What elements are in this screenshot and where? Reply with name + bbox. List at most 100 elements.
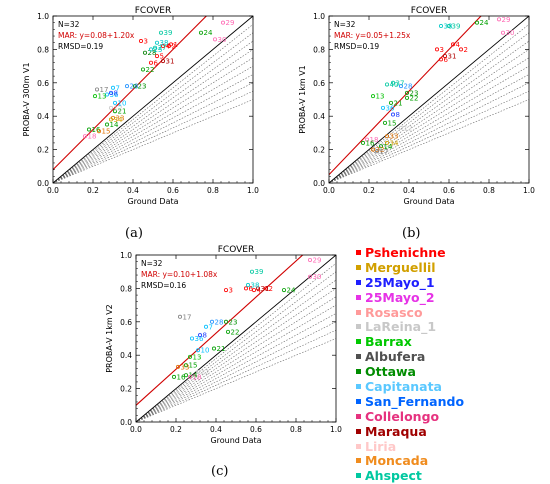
legend-item: Pshenichne xyxy=(356,245,546,261)
data-point-label: 17 xyxy=(183,313,192,321)
y-tick-label: 0.0 xyxy=(37,179,49,188)
data-point-label: 6 xyxy=(154,59,159,67)
data-point-label: 6 xyxy=(444,56,449,64)
data-point-label: 30 xyxy=(218,36,227,44)
data-point-label: 2 xyxy=(269,285,273,293)
data-point xyxy=(496,17,501,22)
x-tick-label: 0.0 xyxy=(130,425,142,434)
data-point xyxy=(198,333,203,338)
data-point xyxy=(152,45,157,50)
data-point-label: 24 xyxy=(204,29,213,37)
guide-line xyxy=(329,82,529,183)
y-tick-label: 0.2 xyxy=(313,146,325,155)
data-point xyxy=(243,286,248,291)
scatter-panel-c: 3 4 2 31 6 39 38 29 30 24 17 23 22 28 7 36 8 21 10 13 15 12 33… xyxy=(86,243,348,457)
data-point xyxy=(263,286,268,291)
data-point-label: 18 xyxy=(88,133,97,141)
data-point-label: 8 xyxy=(396,111,400,119)
y-tick-label: 0.4 xyxy=(120,351,132,360)
legend-swatch xyxy=(356,413,361,419)
legend-item: Capitanata xyxy=(356,379,546,395)
data-point xyxy=(138,39,143,44)
data-point-label: 24 xyxy=(480,19,489,27)
data-point xyxy=(399,84,404,89)
data-point xyxy=(434,47,439,52)
legend-label: Collelongo xyxy=(365,408,440,424)
legend-item: Barrax xyxy=(356,334,546,350)
data-point xyxy=(113,109,118,114)
guide-line xyxy=(329,32,529,183)
stats-line: N=32 xyxy=(334,20,356,29)
legend-label: Pshenichne xyxy=(365,245,446,261)
data-point-label: 18 xyxy=(370,136,379,144)
legend-label: Albufera xyxy=(365,349,426,365)
stats-line: RMSD=0.19 xyxy=(334,42,379,51)
caption-a: (a) xyxy=(125,226,143,241)
legend-item: Ottawa xyxy=(356,364,546,380)
x-tick-label: 0.6 xyxy=(250,425,262,434)
data-point xyxy=(442,54,447,59)
data-point xyxy=(196,369,201,374)
data-point xyxy=(158,30,163,35)
data-point-label: 18 xyxy=(193,373,202,381)
data-point xyxy=(307,274,312,279)
guide-line xyxy=(53,57,253,183)
guide-line xyxy=(53,65,253,183)
data-point xyxy=(500,30,505,35)
y-axis-label: PROBA-V 1km V2 xyxy=(105,304,114,373)
data-point xyxy=(113,100,118,105)
data-point xyxy=(474,20,479,25)
legend-item: Moncada xyxy=(356,454,546,469)
scatter-panel-b: 3 4 2 31 6 38 39 29 30 24 28 23 22 40 37 13 21 36 8 15 12 33 3… xyxy=(279,4,541,218)
data-point-label: 22 xyxy=(231,328,240,336)
guide-line xyxy=(53,32,253,183)
legend-label: LaReina_1 xyxy=(365,319,437,335)
stats-line: RMSD=0.19 xyxy=(58,42,103,51)
x-tick-label: 0.4 xyxy=(210,425,222,434)
data-point xyxy=(405,95,410,100)
data-point-label: 6 xyxy=(249,285,254,293)
x-tick-label: 0.4 xyxy=(127,186,139,195)
guide-line xyxy=(329,74,529,183)
legend-label: San_Fernando xyxy=(365,393,465,409)
data-point-label: 12 xyxy=(114,104,123,112)
data-point xyxy=(198,30,203,35)
legend-swatch xyxy=(356,428,361,434)
data-point-label: 3 xyxy=(229,287,233,295)
data-point-label: 15 xyxy=(189,362,198,370)
legend-item: Albufera xyxy=(356,349,546,365)
data-point xyxy=(391,112,396,117)
guide-line xyxy=(329,24,529,183)
guide-line xyxy=(329,90,529,183)
data-point xyxy=(168,42,173,47)
data-point-label: 39 xyxy=(164,29,173,37)
legend-item: 25Mayo_2 xyxy=(356,290,546,306)
legend-label: Moncada xyxy=(365,453,429,469)
data-point-label: 38 xyxy=(444,23,453,31)
data-point-label: 39 xyxy=(255,268,264,276)
data-point-label: 36 xyxy=(195,335,204,343)
data-point xyxy=(446,24,451,29)
data-point xyxy=(160,44,165,49)
data-point-label: 13 xyxy=(376,93,385,101)
scatter-panel-a: 2 3 4 1 31 5 6 39 38 37 29 30 24 28 25 22 23 28 17 7 36 8 10 21… xyxy=(3,4,265,218)
x-tick-label: 0.8 xyxy=(207,186,219,195)
data-point xyxy=(385,134,390,139)
data-point-label: 28 xyxy=(130,83,139,91)
data-point xyxy=(438,24,443,29)
data-point-label: 15 xyxy=(102,128,111,136)
data-point-label: 17 xyxy=(100,86,109,94)
data-point xyxy=(109,117,114,122)
guide-line xyxy=(136,313,336,422)
data-point xyxy=(385,82,390,87)
data-point-label: 33 xyxy=(116,114,125,122)
data-point xyxy=(196,348,201,353)
y-tick-label: 0.0 xyxy=(313,179,325,188)
data-point-label: 12 xyxy=(201,368,210,376)
data-point xyxy=(212,346,217,351)
data-point-label: 1 xyxy=(174,41,178,49)
data-point-label: 14 xyxy=(384,143,393,151)
data-point-label: 29 xyxy=(502,16,511,24)
